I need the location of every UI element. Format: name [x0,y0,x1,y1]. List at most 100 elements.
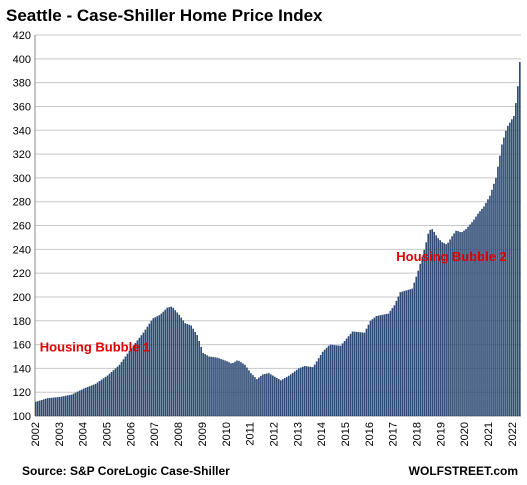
bar [194,331,196,416]
bar [295,369,298,416]
x-tick-label: 2014 [316,422,328,446]
bar [397,296,400,416]
bar [337,345,340,416]
bar [126,353,129,416]
bar [150,320,153,416]
bar [244,364,246,416]
bar [106,375,109,416]
bar [160,313,163,416]
bar [283,378,286,416]
bar [463,230,465,416]
bar [313,364,316,416]
bar [278,379,280,416]
bar [359,332,362,416]
bar [453,233,455,416]
bar [469,224,471,416]
bar [361,332,364,416]
bar [246,367,248,416]
bar [401,291,404,416]
bar [437,238,439,416]
bar [136,340,139,416]
y-tick-label: 220 [13,268,31,280]
bar [443,243,445,416]
bar [309,366,312,416]
bar [204,354,206,416]
annotations: Housing Bubble 1 Housing Bubble 2 [40,249,507,355]
x-axis: 2002 2003 2004 2005 2006 2007 2008 2009 2010 2011… [30,422,519,446]
bar [429,229,432,416]
bar [176,312,179,416]
bar [465,229,467,416]
bar [493,183,495,416]
bar [287,375,290,416]
bar [238,360,240,416]
bar [403,290,406,416]
bar [433,231,435,416]
bar [503,137,505,416]
bar [35,401,37,416]
x-tick-label: 2015 [340,422,352,446]
bar [383,314,386,416]
bar [387,313,390,416]
bar [305,366,308,416]
x-tick-label: 2002 [30,422,42,446]
bar [323,349,326,416]
bar [289,374,292,416]
bar [285,376,288,416]
bar [317,358,320,416]
bar [156,316,159,416]
bar [116,366,119,416]
bar [393,305,396,416]
bar [40,399,43,416]
x-tick-label: 2013 [292,422,304,446]
bar [381,314,384,416]
bar [517,86,519,416]
bar [70,394,73,416]
bar [435,235,437,416]
bar [379,315,382,416]
bar [62,396,65,416]
bar [250,373,252,416]
bar [481,208,483,416]
x-tick-label: 2007 [149,422,161,446]
y-tick-label: 140 [13,363,31,375]
bar [132,345,135,416]
x-tick-label: 2011 [245,422,257,446]
bar [483,206,485,416]
bar [489,195,491,416]
x-tick-label: 2021 [483,422,495,446]
bar [228,362,230,416]
bar [170,306,173,416]
x-tick-label: 2008 [173,422,185,446]
bar [210,356,212,416]
bar [373,317,376,416]
bar [234,361,236,416]
bar [471,222,473,416]
bar [148,323,151,416]
bar [409,289,412,416]
bar [441,242,443,416]
y-tick-label: 200 [13,292,31,304]
bar [236,360,238,416]
bar [268,373,270,416]
bar [212,357,214,416]
bar [419,263,422,416]
bar [457,231,459,416]
y-tick-label: 100 [13,411,31,423]
bar [353,331,356,416]
bar [307,366,310,416]
bar [68,394,71,416]
bar [291,372,294,416]
y-tick-label: 320 [13,149,31,161]
bar [499,155,501,416]
bar [152,318,155,416]
bar [461,232,463,416]
bar [86,387,89,416]
bar [411,288,414,416]
x-tick-label: 2017 [388,422,400,446]
bar [240,362,242,416]
bar [319,354,322,416]
bar [315,361,318,416]
bar [363,332,366,416]
